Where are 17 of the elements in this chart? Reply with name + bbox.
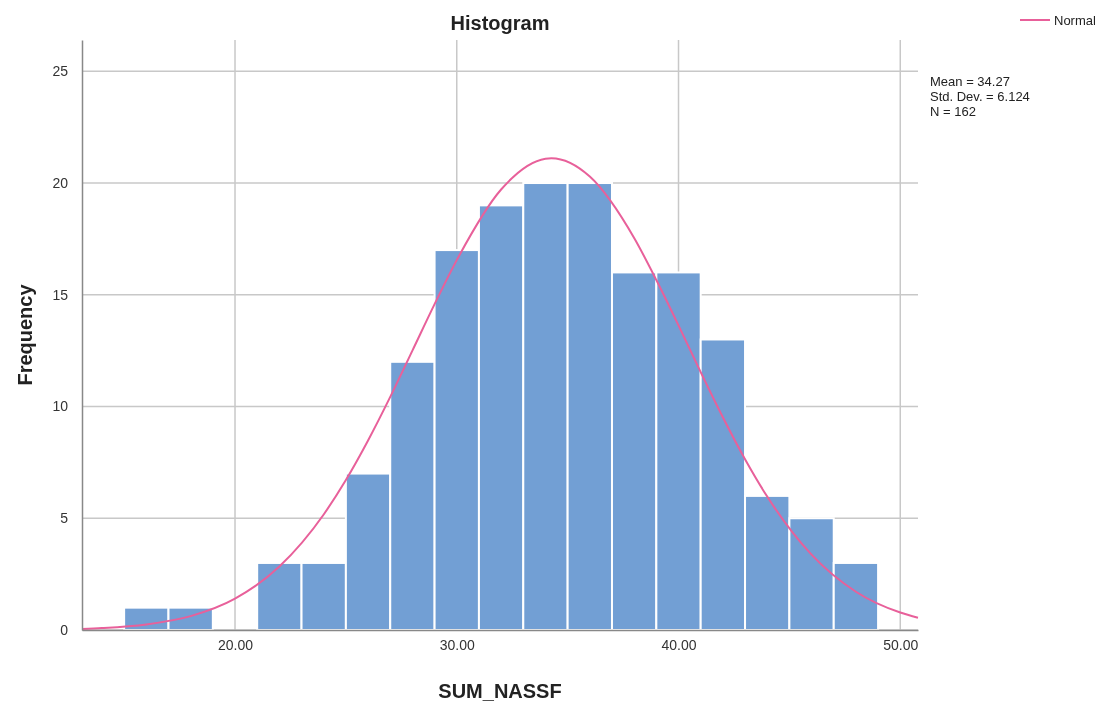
legend-label: Normal [1054, 13, 1097, 28]
y-tick-label: 5 [60, 510, 69, 527]
x-axis-title: SUM_NASSF [438, 680, 562, 702]
x-tick-label: 50.00 [883, 636, 919, 653]
y-axis-title: Frequency [14, 283, 36, 386]
y-tick-label: 10 [52, 398, 69, 415]
text: Std. Dev. = 6.124 [930, 89, 1030, 104]
y-tick-label: 0 [60, 621, 69, 638]
x-tick-label: 20.00 [217, 636, 254, 653]
chart-title: Histogram [450, 12, 550, 34]
y-tick-label: 20 [52, 175, 69, 192]
text: Mean = 34.27 [930, 74, 1010, 89]
text: N = 162 [930, 104, 976, 119]
x-tick-label: 40.00 [661, 636, 697, 653]
y-tick-label: 25 [52, 63, 69, 80]
x-tick-label: 30.00 [439, 636, 475, 653]
y-tick-label: 15 [52, 286, 69, 303]
